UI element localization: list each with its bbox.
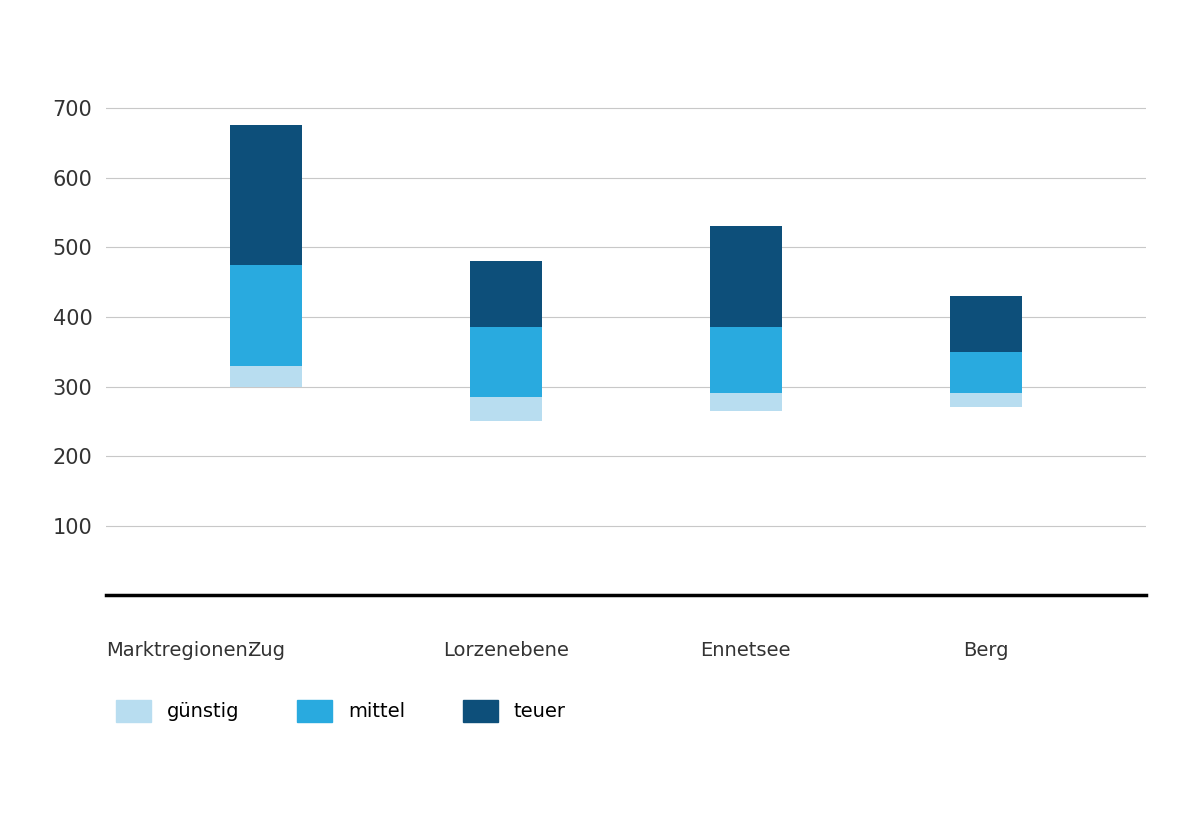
Text: Marktregionen:: Marktregionen: bbox=[106, 641, 255, 660]
Bar bbox=[230, 265, 302, 366]
Text: Ennetsee: Ennetsee bbox=[700, 641, 791, 660]
Bar bbox=[470, 261, 542, 327]
Bar bbox=[470, 327, 542, 397]
Bar bbox=[950, 394, 1022, 408]
Legend: günstig, mittel, teuer: günstig, mittel, teuer bbox=[116, 700, 566, 722]
Text: Lorzenebene: Lorzenebene bbox=[443, 641, 569, 660]
Bar bbox=[710, 394, 782, 411]
Bar bbox=[470, 397, 542, 421]
Bar bbox=[230, 366, 302, 386]
Bar bbox=[710, 327, 782, 394]
Bar bbox=[950, 351, 1022, 394]
Text: Zug: Zug bbox=[247, 641, 285, 660]
Bar bbox=[710, 227, 782, 327]
Bar bbox=[950, 296, 1022, 351]
Text: Berg: Berg bbox=[963, 641, 1009, 660]
Bar bbox=[230, 126, 302, 265]
